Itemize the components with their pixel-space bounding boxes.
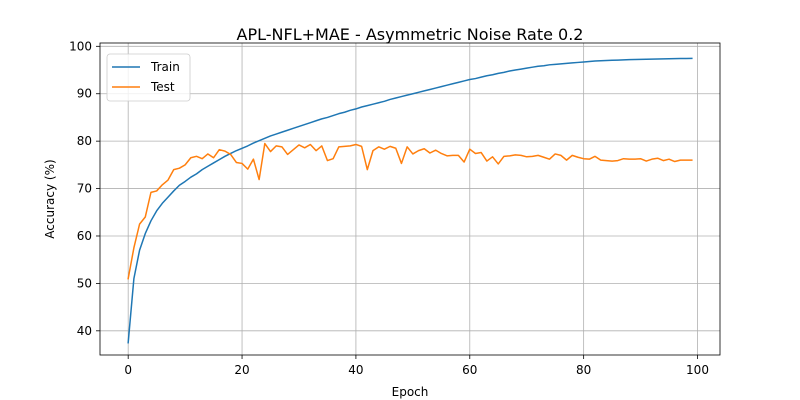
y-tick-label: 90 — [77, 87, 92, 101]
y-tick-label: 70 — [77, 182, 92, 196]
x-tick-label: 100 — [686, 363, 709, 377]
x-tick-label: 0 — [124, 363, 132, 377]
x-tick-label: 60 — [462, 363, 477, 377]
chart-title: APL-NFL+MAE - Asymmetric Noise Rate 0.2 — [237, 25, 584, 44]
x-axis: 0 20 40 60 80 100 — [124, 355, 709, 377]
legend-train-label: Train — [150, 60, 180, 74]
x-axis-label: Epoch — [392, 385, 429, 399]
y-axis: 40 50 60 70 80 90 100 — [69, 39, 100, 338]
plot-area — [127, 57, 693, 344]
x-tick-label: 80 — [576, 363, 591, 377]
series-line-test — [127, 142, 693, 280]
y-tick-label: 50 — [77, 276, 92, 290]
series-line-train — [127, 57, 693, 344]
y-axis-label: Accuracy (%) — [43, 159, 57, 238]
x-tick-label: 40 — [348, 363, 363, 377]
y-tick-label: 60 — [77, 229, 92, 243]
legend: Train Test — [106, 53, 191, 102]
legend-box — [106, 53, 191, 102]
y-tick-label: 40 — [77, 324, 92, 338]
plot-frame — [99, 42, 721, 356]
y-tick-label: 100 — [69, 39, 92, 53]
legend-test-label: Test — [150, 80, 175, 94]
grid-lines — [100, 43, 720, 355]
x-tick-label: 20 — [234, 363, 249, 377]
y-tick-label: 80 — [77, 134, 92, 148]
